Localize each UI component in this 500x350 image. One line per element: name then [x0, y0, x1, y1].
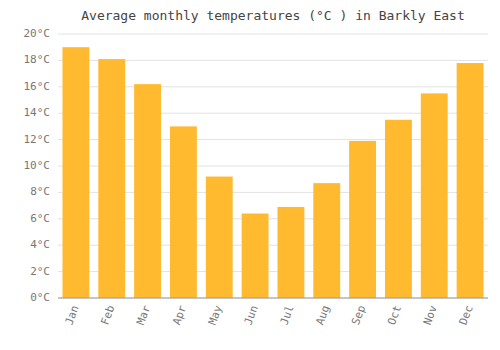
y-tick-label: 4°C [30, 238, 50, 251]
bar [349, 141, 376, 298]
x-tick-label: Mar [134, 303, 153, 326]
y-tick-label: 16°C [24, 80, 51, 93]
bar [457, 63, 484, 298]
x-axis-line [58, 298, 488, 299]
y-tick-label: 20°C [24, 27, 51, 40]
y-tick-label: 10°C [24, 159, 51, 172]
x-tick-label: Jul [278, 304, 297, 327]
chart: 0°C 2°C 4°C 6°C 8°C 10°C 12°C 14°C 16°C 18°C 20°C J… [0, 0, 500, 350]
bar [313, 183, 340, 298]
bar [206, 177, 233, 298]
y-tick-label: 8°C [30, 185, 50, 198]
x-tick-label: Sep [349, 304, 368, 327]
title: Average monthly temperatures (°C ) in Ba… [81, 8, 465, 23]
bar [134, 84, 161, 298]
x-tick-label: May [206, 303, 225, 326]
grid-line [58, 298, 488, 299]
x-tick-label: Aug [313, 304, 332, 327]
grid [58, 34, 488, 298]
x-tick-label: Oct [385, 304, 404, 327]
bar [421, 93, 448, 298]
bar [170, 126, 197, 298]
bar [385, 120, 412, 298]
x-tick-label: Jun [242, 304, 261, 327]
x-tick-label: Nov [421, 303, 440, 326]
x-tick-label: Dec [457, 304, 476, 327]
x-tick-label: Feb [98, 304, 117, 327]
bar [62, 47, 89, 298]
bar [242, 214, 269, 298]
bars [62, 47, 483, 298]
bar [98, 59, 125, 298]
x-tick-label: Apr [170, 303, 189, 326]
y-tick-label: 2°C [30, 265, 50, 278]
x-axis: Jan Feb Mar Apr May Jun Jul Aug Sep Oct Nov Dec [63, 303, 476, 326]
grid-line [58, 34, 488, 35]
chart-container: 0°C 2°C 4°C 6°C 8°C 10°C 12°C 14°C 16°C 18°C 20°C J… [0, 0, 500, 350]
bar [277, 207, 304, 298]
y-tick-label: 18°C [24, 53, 51, 66]
y-axis: 0°C 2°C 4°C 6°C 8°C 10°C 12°C 14°C 16°C 18°C 20°C [24, 27, 51, 304]
y-tick-label: 0°C [30, 291, 50, 304]
x-tick-label: Jan [63, 304, 82, 327]
y-tick-label: 6°C [30, 212, 50, 225]
y-tick-label: 14°C [24, 106, 51, 119]
y-tick-label: 12°C [24, 133, 51, 146]
